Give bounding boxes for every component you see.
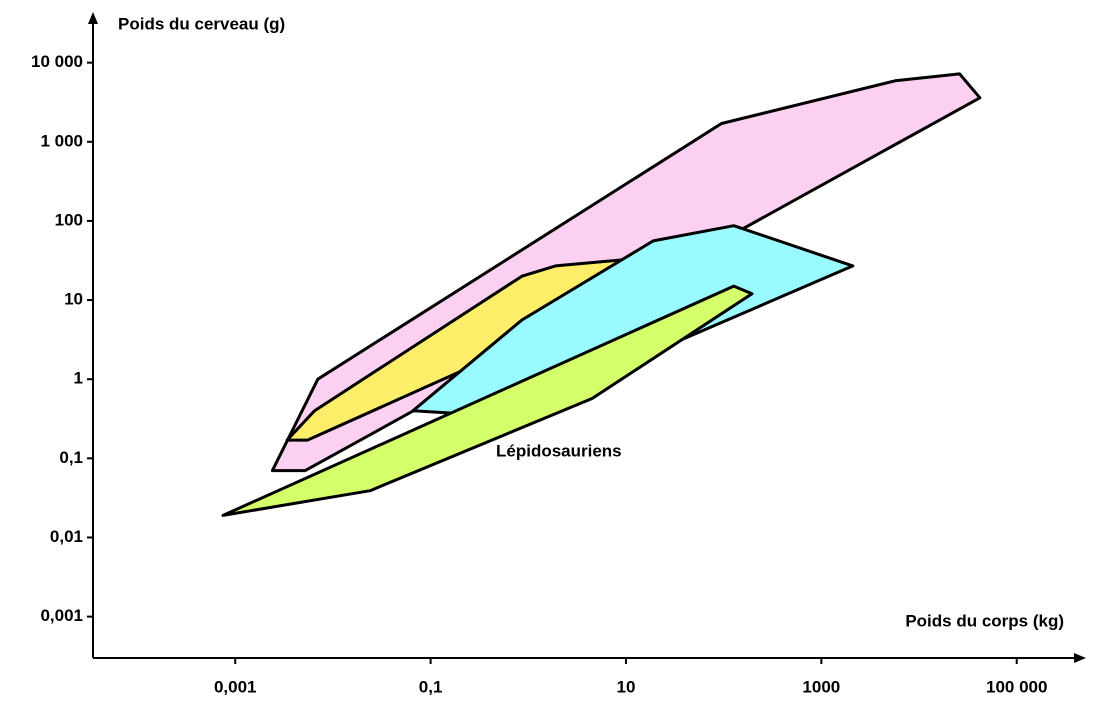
y-tick-label: 100 <box>55 210 83 229</box>
y-tick-label: 0,01 <box>50 527 83 546</box>
y-tick-label: 0,1 <box>59 448 83 467</box>
region <box>221 284 754 517</box>
annotation: Lépidosauriens <box>496 441 622 460</box>
x-tick-label: 0,001 <box>214 677 257 696</box>
y-tick-label: 10 000 <box>31 52 83 71</box>
x-tick-label: 0,1 <box>419 677 443 696</box>
x-axis-label: Poids du corps (kg) <box>905 611 1064 630</box>
y-axis-label: Poids du cerveau (g) <box>118 14 285 33</box>
x-tick-label: 1000 <box>802 677 840 696</box>
x-tick-label: 10 <box>617 677 636 696</box>
y-tick-label: 1 <box>74 369 83 388</box>
y-tick-label: 10 <box>64 290 83 309</box>
y-axis-arrow <box>88 12 98 24</box>
y-tick-label: 1 000 <box>40 131 83 150</box>
x-tick-label: 100 000 <box>986 677 1047 696</box>
x-axis-arrow <box>1074 653 1086 663</box>
y-tick-label: 0,001 <box>40 606 83 625</box>
